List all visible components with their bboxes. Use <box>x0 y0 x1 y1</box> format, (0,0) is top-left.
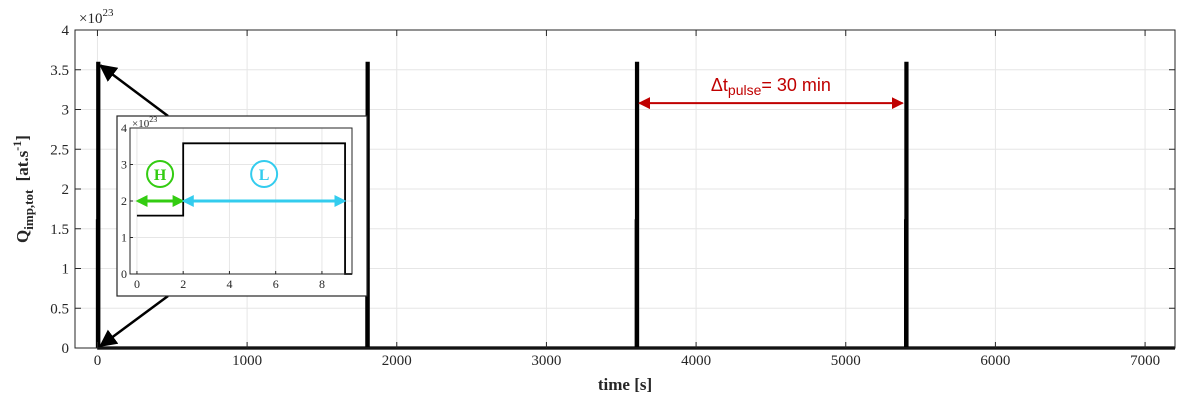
pulse-interval-annotation: Δtpulse= 30 min <box>638 75 904 110</box>
inset-y-tick-label: 3 <box>121 158 127 172</box>
inset-x-tick-label: 0 <box>134 277 140 291</box>
high-phase-label: H <box>154 167 167 184</box>
y-tick-label: 2 <box>62 182 70 198</box>
x-tick-label: 7000 <box>1130 353 1160 369</box>
inset-chart: 0 2 4 6 8 0 1 2 3 4 ×1023 H L <box>116 115 368 297</box>
low-phase-circle <box>250 160 279 188</box>
x-tick-label: 6000 <box>980 353 1010 369</box>
y-tick-label: 1.5 <box>50 222 69 238</box>
inset-y-exponent-label: ×1023 <box>132 115 157 130</box>
pulse-interval-label: Δtpulse= 30 min <box>711 75 831 98</box>
x-tick-label: 3000 <box>531 353 561 369</box>
y-tick-label: 3.5 <box>50 63 69 79</box>
inset-y-tick-label: 4 <box>121 121 127 135</box>
high-phase-circle <box>146 160 175 188</box>
x-axis-label: time [s] <box>598 375 652 394</box>
inset-zoom-connectors <box>99 64 169 348</box>
x-tick-label: 4000 <box>681 353 711 369</box>
main-axes: 0 1000 2000 3000 4000 5000 6000 7000 0 0.5 1 1.5 2 2.… <box>10 7 1176 394</box>
low-phase-label: L <box>259 167 270 184</box>
y-tick-label: 1 <box>62 262 70 278</box>
x-tick-label: 0 <box>94 353 102 369</box>
inset-x-tick-label: 8 <box>319 277 325 291</box>
inset-x-tick-label: 2 <box>180 277 186 291</box>
y-exponent-label: ×1023 <box>79 7 114 27</box>
inset-y-tick-label: 2 <box>121 194 127 208</box>
inset-y-tick-label: 1 <box>121 231 127 245</box>
inset-x-tick-label: 4 <box>226 277 232 291</box>
zoom-connector-top <box>99 64 169 118</box>
x-tick-label: 2000 <box>382 353 412 369</box>
y-tick-label: 0.5 <box>50 301 69 317</box>
x-tick-label: 1000 <box>232 353 262 369</box>
x-tick-label: 5000 <box>831 353 861 369</box>
inset-x-tick-label: 6 <box>273 277 279 291</box>
zoom-connector-bottom <box>99 294 169 348</box>
y-tick-label: 0 <box>62 341 70 357</box>
y-tick-label: 3 <box>62 103 70 119</box>
y-tick-label: 4 <box>62 23 70 39</box>
y-axis-label: Qimp,tot [at.s-1] <box>10 135 36 243</box>
inset-y-tick-label: 0 <box>121 267 127 281</box>
y-tick-label: 2.5 <box>50 142 69 158</box>
